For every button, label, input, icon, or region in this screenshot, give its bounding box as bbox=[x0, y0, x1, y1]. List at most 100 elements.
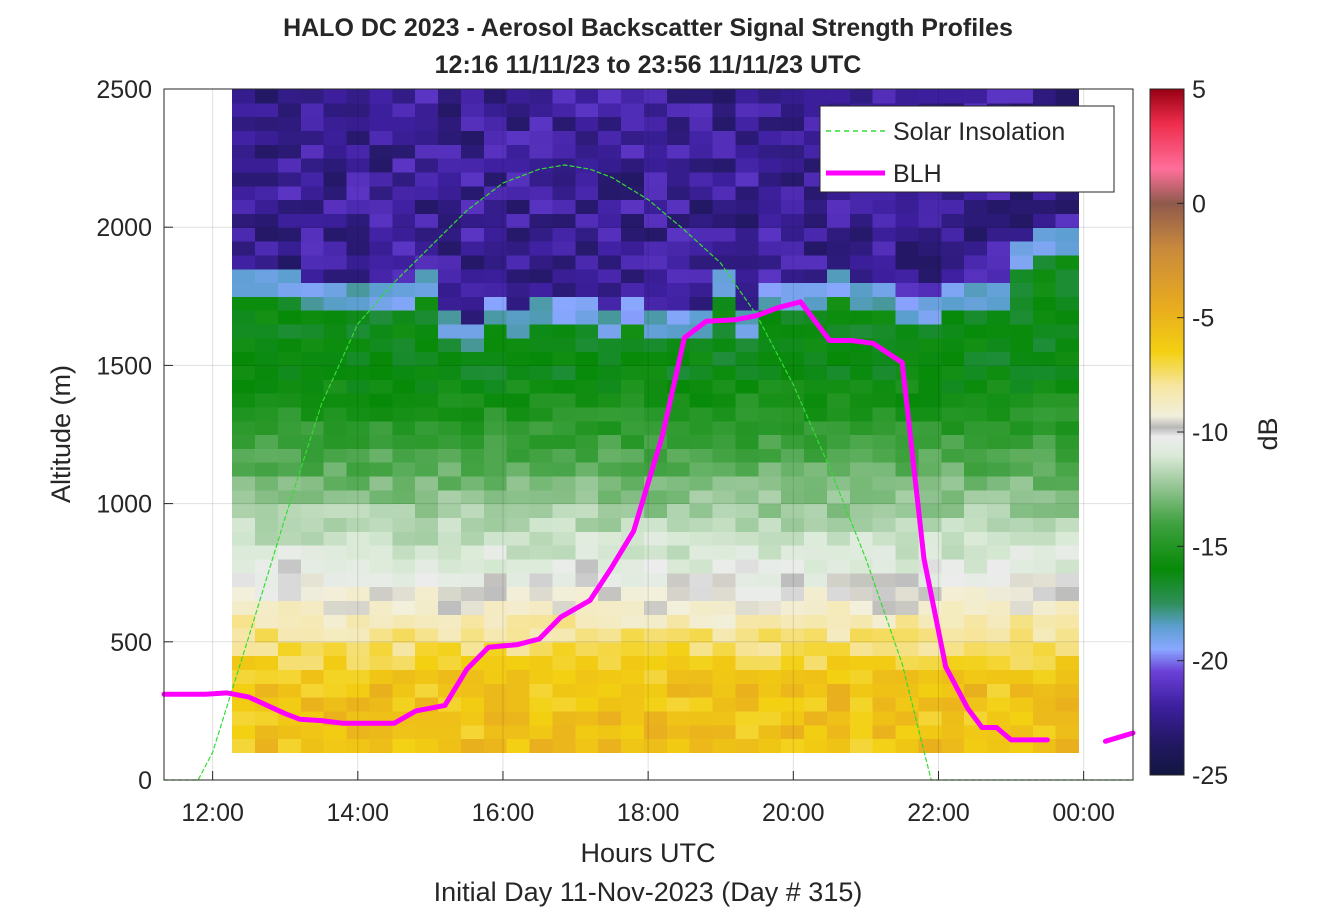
heatmap-cell bbox=[964, 641, 988, 657]
heatmap-cell bbox=[369, 254, 393, 270]
heatmap-cell bbox=[849, 89, 874, 104]
heatmap-cell bbox=[598, 489, 622, 505]
heatmap-cell bbox=[712, 185, 737, 201]
heatmap-cell bbox=[483, 365, 508, 380]
heatmap-cell bbox=[483, 558, 508, 574]
heatmap-cell bbox=[643, 627, 668, 643]
y-tick-label: 2500 bbox=[96, 76, 152, 104]
heatmap-cell bbox=[529, 517, 554, 532]
heatmap-cell bbox=[1055, 710, 1080, 726]
heatmap-cell bbox=[621, 600, 645, 615]
heatmap-cell bbox=[1055, 614, 1080, 629]
heatmap-cell bbox=[735, 724, 759, 740]
heatmap-cell bbox=[300, 406, 325, 422]
heatmap-cell bbox=[506, 448, 531, 463]
heatmap-cell bbox=[666, 116, 691, 132]
heatmap-cell bbox=[392, 116, 416, 132]
heatmap-cell bbox=[506, 282, 531, 297]
heatmap-cell bbox=[712, 393, 737, 408]
heatmap-cell bbox=[232, 545, 256, 560]
heatmap-cell bbox=[849, 310, 874, 325]
heatmap-cell bbox=[621, 89, 645, 104]
heatmap-cell bbox=[872, 531, 897, 546]
heatmap-cell bbox=[781, 697, 805, 712]
heatmap-cell bbox=[300, 379, 325, 394]
heatmap-cell bbox=[552, 296, 576, 311]
heatmap-cell bbox=[415, 558, 439, 574]
heatmap-cell bbox=[1032, 669, 1057, 684]
heatmap-cell bbox=[1009, 241, 1034, 256]
heatmap-cell bbox=[369, 655, 393, 671]
heatmap-cell bbox=[872, 655, 897, 671]
heatmap-cell bbox=[438, 213, 462, 228]
heatmap-cell bbox=[712, 89, 737, 104]
heatmap-cell bbox=[300, 296, 325, 311]
heatmap-cell bbox=[346, 337, 371, 353]
heatmap-cell bbox=[277, 116, 302, 132]
heatmap-cell bbox=[712, 627, 737, 643]
heatmap-cell bbox=[849, 531, 874, 546]
heatmap-cell bbox=[232, 337, 256, 353]
heatmap-cell bbox=[712, 365, 737, 380]
heatmap-cell bbox=[552, 545, 576, 560]
heatmap-cell bbox=[598, 655, 622, 671]
heatmap-cell bbox=[712, 558, 737, 574]
heatmap-cell bbox=[506, 586, 531, 601]
heatmap-cell bbox=[552, 572, 576, 588]
heatmap-cell bbox=[460, 310, 485, 325]
heatmap-cell bbox=[598, 600, 622, 615]
heatmap-cell bbox=[460, 517, 485, 532]
heatmap-cell bbox=[712, 448, 737, 463]
heatmap-cell bbox=[392, 572, 416, 588]
heatmap-cell bbox=[506, 531, 531, 546]
heatmap-cell bbox=[758, 627, 782, 643]
heatmap-cell bbox=[735, 434, 759, 449]
heatmap-cell bbox=[346, 213, 371, 228]
heatmap-cell bbox=[232, 323, 256, 339]
heatmap-cell bbox=[735, 130, 759, 145]
heatmap-cell bbox=[826, 448, 851, 463]
heatmap-cell bbox=[598, 517, 622, 532]
heatmap-cell bbox=[232, 710, 256, 726]
heatmap-cell bbox=[804, 420, 828, 436]
heatmap-cell bbox=[987, 489, 1011, 505]
heatmap-cell bbox=[987, 710, 1011, 726]
heatmap-cell bbox=[1055, 558, 1080, 574]
heatmap-cell bbox=[941, 614, 965, 629]
heatmap-cell bbox=[918, 227, 942, 242]
heatmap-cell bbox=[438, 600, 462, 615]
heatmap-cell bbox=[826, 241, 851, 256]
heatmap-cell bbox=[300, 503, 325, 519]
heatmap-cell bbox=[712, 531, 737, 546]
heatmap-cell bbox=[964, 268, 988, 284]
heatmap-cell bbox=[1055, 572, 1080, 588]
heatmap-cell bbox=[643, 724, 668, 740]
heatmap-cell bbox=[987, 434, 1011, 449]
heatmap-cell bbox=[804, 614, 828, 629]
heatmap-cell bbox=[872, 475, 897, 491]
heatmap-cell bbox=[781, 614, 805, 629]
heatmap-cell bbox=[460, 158, 485, 173]
heatmap-cell bbox=[506, 475, 531, 491]
heatmap-cell bbox=[1032, 724, 1057, 740]
heatmap-cell bbox=[529, 365, 554, 380]
heatmap-cell bbox=[804, 282, 828, 297]
heatmap-cell bbox=[1055, 641, 1080, 657]
heatmap-cell bbox=[277, 89, 302, 104]
heatmap-cell bbox=[415, 683, 439, 698]
heatmap-cell bbox=[575, 462, 599, 477]
heatmap-cell bbox=[506, 420, 531, 436]
heatmap-cell bbox=[758, 116, 782, 132]
heatmap-cell bbox=[735, 503, 759, 519]
heatmap-cell bbox=[918, 683, 942, 698]
heatmap-cell bbox=[460, 241, 485, 256]
heatmap-cell bbox=[598, 268, 622, 284]
heatmap-cell bbox=[506, 199, 531, 214]
heatmap-cell bbox=[415, 89, 439, 104]
heatmap-cell bbox=[598, 185, 622, 201]
heatmap-cell bbox=[941, 89, 965, 104]
heatmap-cell bbox=[300, 724, 325, 740]
heatmap-cell bbox=[392, 724, 416, 740]
heatmap-cell bbox=[849, 655, 874, 671]
heatmap-cell bbox=[415, 724, 439, 740]
